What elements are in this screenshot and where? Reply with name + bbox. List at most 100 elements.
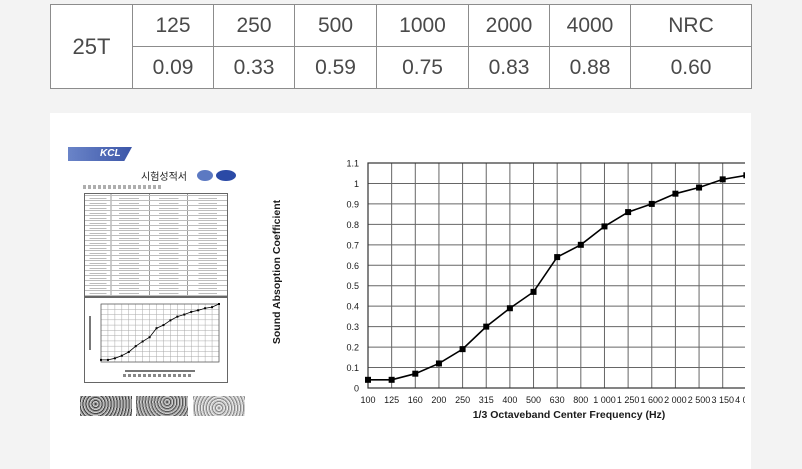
- coefficient-cell: 0.09: [132, 46, 214, 89]
- data-point: [696, 184, 703, 191]
- data-point: [719, 176, 726, 183]
- chart-grid: [367, 162, 745, 389]
- table-row-values: 0.09 0.33 0.59 0.75 0.83 0.88 0.60: [51, 46, 752, 89]
- coefficient-cell: 0.59: [294, 46, 377, 89]
- y-tick-label: 1: [354, 179, 359, 189]
- kcl-logo: KCL: [100, 148, 121, 159]
- frequency-header: 4000: [549, 4, 631, 47]
- mini-data-point: [113, 357, 116, 360]
- series-line: [368, 174, 745, 381]
- mini-data-point: [197, 309, 200, 312]
- data-point: [554, 254, 561, 261]
- mini-x-axis-label: [125, 370, 195, 372]
- mini-data-point: [183, 313, 186, 316]
- mini-data-point: [155, 327, 158, 330]
- frequency-header: 1000: [376, 4, 469, 47]
- x-tick-labels: 100 125 160 200 250 315 400 500 630 800 1 000 1 250…: [360, 395, 745, 405]
- certification-seal-icon: [197, 170, 213, 181]
- y-tick-labels: 0 0.1 0.2 0.3 0.4 0.5 0.6 0.7 0.8 0.9 1 1.1: [346, 159, 359, 394]
- x-tick-label: 100: [360, 395, 375, 405]
- nrc-value-cell: 0.60: [630, 46, 752, 89]
- data-markers: [365, 172, 745, 383]
- report-caption-line: [123, 374, 193, 377]
- data-point: [648, 200, 655, 207]
- coefficient-cell: 0.88: [549, 46, 631, 89]
- report-meta-line: [83, 185, 163, 189]
- data-point: [601, 223, 608, 230]
- x-tick-label: 160: [408, 395, 423, 405]
- data-point: [412, 370, 419, 377]
- accreditation-seal-icon: [216, 170, 236, 181]
- report-data-table: [84, 193, 228, 297]
- test-report-panel: KCL 시험성적서 0 0.1 0.2 0.3 0.4 0.5 0.6 0.7 0.8 0.9 1 1…: [50, 113, 751, 469]
- y-tick-label: 0.7: [346, 240, 359, 250]
- mini-series-line: [101, 303, 220, 361]
- data-point: [743, 172, 745, 179]
- mini-y-axis-label: [89, 316, 91, 350]
- mini-data-point: [169, 319, 172, 322]
- x-tick-label: 250: [455, 395, 470, 405]
- data-point: [435, 360, 442, 367]
- data-point: [388, 376, 395, 383]
- y-tick-label: 0: [354, 384, 359, 394]
- coefficient-cell: 0.83: [468, 46, 550, 89]
- x-tick-label: 3 150: [711, 395, 734, 405]
- mini-chart-svg: [89, 303, 220, 372]
- y-tick-label: 0.5: [346, 281, 359, 291]
- frequency-header: 2000: [468, 4, 550, 47]
- absorption-table: 25T 125 250 500 1000 2000 4000 NRC 0.09 …: [50, 4, 752, 89]
- y-tick-label: 0.8: [346, 220, 359, 230]
- mini-data-point: [120, 354, 123, 357]
- nrc-header: NRC: [630, 4, 752, 47]
- sample-photo-1: [80, 396, 132, 416]
- thickness-cell: 25T: [50, 4, 133, 89]
- mini-data-point: [106, 358, 109, 361]
- data-point: [672, 190, 679, 197]
- x-tick-label: 1 250: [617, 395, 640, 405]
- x-tick-label: 800: [573, 395, 588, 405]
- mini-data-point: [148, 336, 151, 339]
- mini-data-point: [218, 303, 220, 305]
- x-tick-label: 2 000: [664, 395, 687, 405]
- x-tick-label: 400: [502, 395, 517, 405]
- data-point: [577, 241, 584, 248]
- mini-data-point: [162, 324, 165, 327]
- y-tick-label: 0.3: [346, 322, 359, 332]
- x-tick-label: 500: [526, 395, 541, 405]
- x-tick-label: 2 500: [688, 395, 711, 405]
- plot-frame: [367, 162, 745, 389]
- y-tick-label: 0.9: [346, 199, 359, 209]
- table-row-headers: 25T 125 250 500 1000 2000 4000 NRC: [50, 4, 752, 89]
- mini-data-point: [211, 306, 214, 309]
- mini-data-point: [141, 340, 144, 343]
- kcl-logo-banner: [68, 147, 132, 161]
- mini-data-point: [100, 358, 102, 361]
- x-tick-label: 4 000: [735, 395, 745, 405]
- x-tick-label: 1 600: [640, 395, 663, 405]
- y-tick-label: 0.6: [346, 261, 359, 271]
- coefficient-cell: 0.33: [213, 46, 295, 89]
- mini-data-point: [134, 345, 137, 348]
- report-title: 시험성적서: [141, 172, 187, 183]
- data-point: [530, 288, 537, 295]
- mini-data-point: [176, 315, 179, 318]
- mini-plot-frame: [100, 303, 220, 363]
- y-tick-label: 0.2: [346, 343, 359, 353]
- data-point: [506, 305, 513, 312]
- data-point: [483, 323, 490, 330]
- y-tick-label: 0.4: [346, 302, 359, 312]
- y-tick-label: 0.1: [346, 363, 359, 373]
- sample-photo-3: [193, 396, 245, 416]
- mini-data-point: [204, 307, 207, 310]
- y-axis-label: Sound Absoption Coefficient: [271, 199, 283, 344]
- x-tick-label: 630: [550, 395, 565, 405]
- frequency-header: 500: [294, 4, 377, 47]
- x-tick-label: 315: [479, 395, 494, 405]
- x-tick-label: 1 000: [593, 395, 616, 405]
- x-tick-label: 125: [384, 395, 399, 405]
- data-point: [365, 376, 371, 383]
- y-tick-label: 1.1: [346, 159, 359, 169]
- frequency-header: 125: [132, 4, 214, 47]
- x-tick-label: 200: [431, 395, 446, 405]
- coefficient-cell: 0.75: [376, 46, 469, 89]
